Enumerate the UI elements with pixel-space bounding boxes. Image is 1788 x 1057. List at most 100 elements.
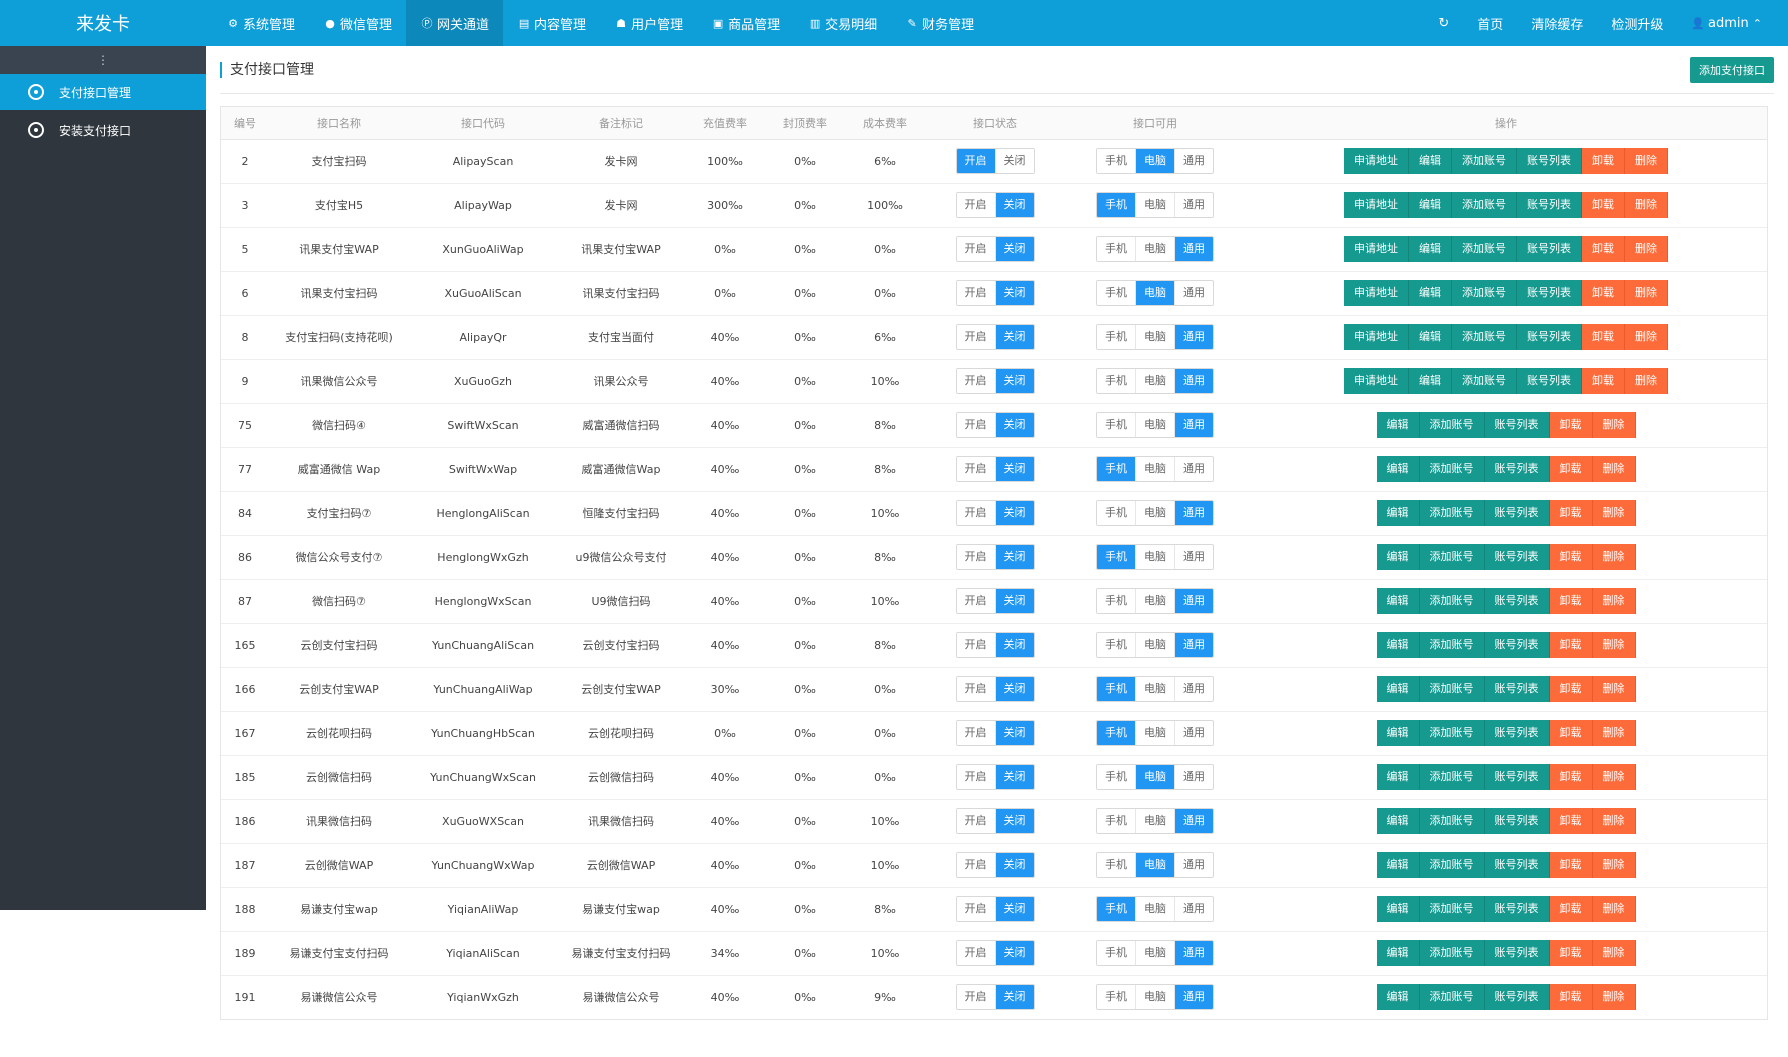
uninstall-button[interactable]: 卸载 [1549, 940, 1593, 966]
mobile-button[interactable]: 手机 [1097, 897, 1135, 921]
edit-button[interactable]: 编辑 [1376, 896, 1420, 922]
account-list-button[interactable]: 账号列表 [1484, 500, 1550, 526]
universal-button[interactable]: 通用 [1174, 809, 1213, 833]
user-menu[interactable]: 👤 admin ⌃ [1677, 0, 1776, 46]
desktop-button[interactable]: 电脑 [1135, 677, 1174, 701]
add-account-button[interactable]: 添加账号 [1419, 456, 1485, 482]
account-list-button[interactable]: 账号列表 [1517, 148, 1582, 174]
account-list-button[interactable]: 账号列表 [1484, 544, 1550, 570]
account-list-button[interactable]: 账号列表 [1484, 764, 1550, 790]
status-on-button[interactable]: 开启 [956, 721, 995, 745]
desktop-button[interactable]: 电脑 [1135, 237, 1174, 261]
status-on-button[interactable]: 开启 [956, 677, 995, 701]
universal-button[interactable]: 通用 [1174, 325, 1213, 349]
edit-button[interactable]: 编辑 [1376, 852, 1420, 878]
status-on-button[interactable]: 开启 [956, 589, 995, 613]
edit-button[interactable]: 编辑 [1376, 544, 1420, 570]
apply-address-button[interactable]: 申请地址 [1344, 192, 1409, 218]
status-on-button[interactable]: 开启 [956, 545, 995, 569]
status-off-button[interactable]: 关闭 [994, 281, 1034, 305]
add-account-button[interactable]: 添加账号 [1452, 148, 1517, 174]
account-list-button[interactable]: 账号列表 [1484, 632, 1550, 658]
desktop-button[interactable]: 电脑 [1135, 765, 1174, 789]
universal-button[interactable]: 通用 [1174, 193, 1213, 217]
universal-button[interactable]: 通用 [1174, 853, 1213, 877]
edit-button[interactable]: 编辑 [1376, 456, 1420, 482]
uninstall-button[interactable]: 卸载 [1549, 720, 1593, 746]
mobile-button[interactable]: 手机 [1097, 721, 1135, 745]
mobile-button[interactable]: 手机 [1097, 677, 1135, 701]
account-list-button[interactable]: 账号列表 [1484, 852, 1550, 878]
add-account-button[interactable]: 添加账号 [1452, 324, 1517, 350]
universal-button[interactable]: 通用 [1174, 589, 1213, 613]
status-off-button[interactable]: 关闭 [994, 545, 1034, 569]
sidebar-toggle-icon[interactable]: ⋮ [0, 46, 206, 74]
mobile-button[interactable]: 手机 [1097, 325, 1135, 349]
mobile-button[interactable]: 手机 [1097, 413, 1135, 437]
topnav-item-5[interactable]: ▣ 商品管理 [697, 0, 794, 46]
topnav-item-6[interactable]: ▥ 交易明细 [794, 0, 891, 46]
status-on-button[interactable]: 开启 [956, 985, 995, 1010]
edit-button[interactable]: 编辑 [1409, 148, 1452, 174]
delete-button[interactable]: 删除 [1592, 412, 1636, 438]
uninstall-button[interactable]: 卸载 [1549, 676, 1593, 702]
mobile-button[interactable]: 手机 [1097, 765, 1135, 789]
status-on-button[interactable]: 开启 [956, 633, 995, 657]
home-link[interactable]: 首页 [1477, 17, 1504, 33]
edit-button[interactable]: 编辑 [1409, 192, 1452, 218]
refresh-icon[interactable]: ↻ [1438, 15, 1450, 31]
status-on-button[interactable]: 开启 [956, 853, 995, 877]
desktop-button[interactable]: 电脑 [1135, 721, 1174, 745]
edit-button[interactable]: 编辑 [1376, 632, 1420, 658]
delete-button[interactable]: 删除 [1592, 720, 1636, 746]
edit-button[interactable]: 编辑 [1376, 588, 1420, 614]
status-on-button[interactable]: 开启 [956, 809, 995, 833]
account-list-button[interactable]: 账号列表 [1517, 324, 1582, 350]
add-account-button[interactable]: 添加账号 [1419, 500, 1485, 526]
desktop-button[interactable]: 电脑 [1135, 897, 1174, 921]
delete-button[interactable]: 删除 [1592, 940, 1636, 966]
uninstall-button[interactable]: 卸载 [1549, 764, 1593, 790]
topnav-item-7[interactable]: ✎ 财务管理 [891, 0, 988, 46]
mobile-button[interactable]: 手机 [1097, 501, 1135, 525]
uninstall-button[interactable]: 卸载 [1549, 852, 1593, 878]
uninstall-button[interactable]: 卸载 [1549, 632, 1593, 658]
edit-button[interactable]: 编辑 [1376, 676, 1420, 702]
account-list-button[interactable]: 账号列表 [1484, 940, 1550, 966]
delete-button[interactable]: 删除 [1592, 852, 1636, 878]
account-list-button[interactable]: 账号列表 [1517, 280, 1582, 306]
account-list-button[interactable]: 账号列表 [1484, 984, 1550, 1011]
status-off-button[interactable]: 关闭 [994, 325, 1034, 349]
uninstall-button[interactable]: 卸载 [1549, 412, 1593, 438]
desktop-button[interactable]: 电脑 [1135, 325, 1174, 349]
uninstall-button[interactable]: 卸载 [1582, 236, 1625, 262]
mobile-button[interactable]: 手机 [1097, 809, 1135, 833]
account-list-button[interactable]: 账号列表 [1484, 456, 1550, 482]
universal-button[interactable]: 通用 [1174, 237, 1213, 261]
status-off-button[interactable]: 关闭 [994, 149, 1034, 173]
add-account-button[interactable]: 添加账号 [1419, 764, 1485, 790]
desktop-button[interactable]: 电脑 [1135, 193, 1174, 217]
desktop-button[interactable]: 电脑 [1135, 633, 1174, 657]
status-on-button[interactable]: 开启 [956, 237, 995, 261]
status-on-button[interactable]: 开启 [956, 369, 995, 393]
universal-button[interactable]: 通用 [1174, 281, 1213, 305]
universal-button[interactable]: 通用 [1174, 985, 1213, 1010]
account-list-button[interactable]: 账号列表 [1517, 236, 1582, 262]
add-account-button[interactable]: 添加账号 [1419, 588, 1485, 614]
desktop-button[interactable]: 电脑 [1135, 149, 1174, 173]
status-off-button[interactable]: 关闭 [994, 413, 1034, 437]
add-account-button[interactable]: 添加账号 [1452, 236, 1517, 262]
status-off-button[interactable]: 关闭 [994, 721, 1034, 745]
universal-button[interactable]: 通用 [1174, 677, 1213, 701]
delete-button[interactable]: 删除 [1592, 500, 1636, 526]
universal-button[interactable]: 通用 [1174, 941, 1213, 965]
add-account-button[interactable]: 添加账号 [1452, 280, 1517, 306]
universal-button[interactable]: 通用 [1174, 897, 1213, 921]
universal-button[interactable]: 通用 [1174, 545, 1213, 569]
account-list-button[interactable]: 账号列表 [1484, 896, 1550, 922]
brand-logo[interactable]: 来发卡 [76, 14, 130, 35]
mobile-button[interactable]: 手机 [1097, 985, 1135, 1010]
add-account-button[interactable]: 添加账号 [1419, 632, 1485, 658]
account-list-button[interactable]: 账号列表 [1517, 192, 1582, 218]
